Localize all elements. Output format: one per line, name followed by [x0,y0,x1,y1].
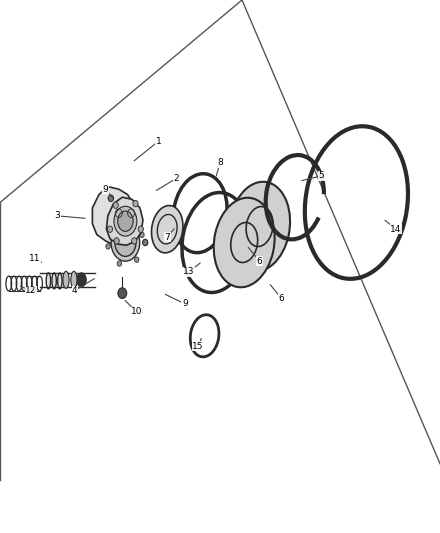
Ellipse shape [71,271,77,288]
Circle shape [135,257,139,262]
Ellipse shape [46,273,51,289]
Circle shape [138,226,143,232]
Text: 7: 7 [164,233,170,241]
Circle shape [107,226,113,232]
Ellipse shape [111,224,139,261]
Ellipse shape [114,206,137,236]
Text: 5: 5 [318,172,324,180]
Circle shape [113,202,118,208]
Circle shape [132,238,137,244]
Text: 12: 12 [25,286,37,295]
Text: 2: 2 [173,174,179,183]
Circle shape [112,223,116,228]
Text: 4: 4 [72,286,77,295]
Ellipse shape [77,273,86,287]
Circle shape [128,218,132,223]
Text: 1: 1 [155,137,161,146]
Ellipse shape [115,229,136,256]
Circle shape [114,238,119,244]
Circle shape [143,239,148,246]
Text: 11: 11 [29,254,41,263]
Circle shape [117,261,121,266]
Text: 9: 9 [182,300,188,308]
Ellipse shape [229,182,290,271]
Circle shape [106,244,110,249]
Text: 14: 14 [390,225,402,233]
Ellipse shape [151,206,183,253]
Polygon shape [106,197,143,245]
Ellipse shape [52,273,56,289]
Polygon shape [92,187,136,245]
Circle shape [108,195,114,201]
Text: 6: 6 [257,257,263,265]
Circle shape [140,232,144,238]
Text: 3: 3 [54,212,60,220]
Text: 9: 9 [103,185,109,193]
Ellipse shape [117,211,133,231]
Text: 6: 6 [279,294,285,303]
Ellipse shape [214,198,275,287]
Text: 10: 10 [131,308,142,316]
Ellipse shape [58,273,62,289]
Text: 8: 8 [217,158,223,167]
Text: 13: 13 [183,268,195,276]
Circle shape [118,288,127,298]
Text: 15: 15 [192,342,204,351]
Circle shape [133,200,138,207]
Ellipse shape [63,271,69,288]
